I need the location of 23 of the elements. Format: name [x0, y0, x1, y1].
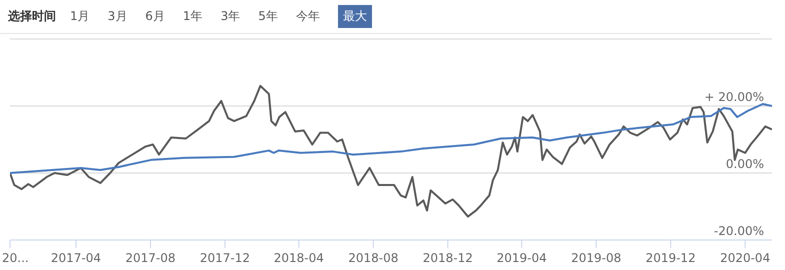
x-tick-label: 2020-04	[720, 251, 770, 265]
x-tick-label: 2017-04	[50, 251, 102, 265]
text: 6月	[145, 8, 165, 25]
x-tick-label: 2019-08	[571, 251, 622, 265]
text: 5年	[258, 8, 278, 25]
y-tick-label: + 20.00%	[704, 90, 764, 104]
x-tick-label: 2018-12	[422, 251, 473, 265]
text: 1年	[182, 8, 203, 25]
text: 选择时间	[8, 8, 56, 25]
x-tick-label: 2019-04	[496, 251, 547, 265]
text: 1月	[70, 8, 90, 25]
text: 今年	[296, 8, 320, 25]
text: 3月	[108, 8, 128, 25]
x-tick-label: 2019-12	[646, 251, 696, 265]
y-tick-label: -20.00%	[714, 224, 764, 238]
x-tick-label: 2017-12	[200, 251, 250, 265]
x-tick-label: 2018-04	[274, 251, 324, 265]
y-tick-label: 0.00%	[726, 157, 764, 171]
x-tick-label: 2018-08	[348, 251, 398, 265]
text: 3年	[220, 8, 240, 25]
x-tick-label: 2017-08	[125, 251, 176, 265]
x-tick-label: 20...	[2, 251, 29, 265]
text: 最大	[338, 5, 372, 28]
